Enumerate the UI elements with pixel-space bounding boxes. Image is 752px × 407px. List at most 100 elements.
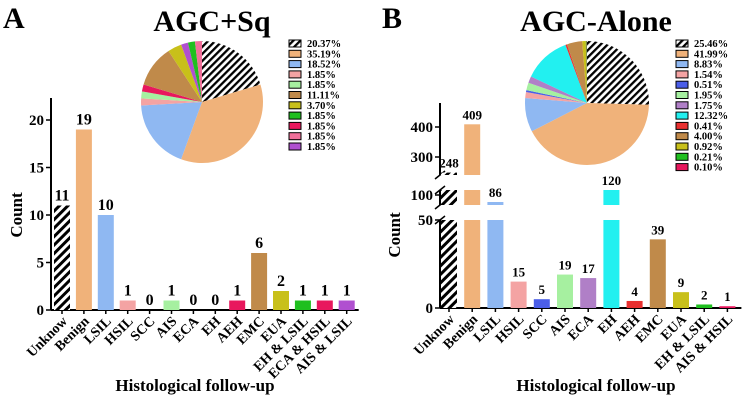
pie-slice [140, 98, 202, 106]
value-label: 17 [582, 261, 596, 276]
legend-label: 11.11% [307, 91, 340, 102]
pie-slice [585, 41, 587, 103]
panel-b-ylabel: Count [385, 212, 404, 258]
legend-label: 12.32% [694, 111, 728, 122]
legend-swatch [675, 80, 689, 89]
bar [229, 300, 246, 310]
bar-segment [441, 220, 457, 308]
value-label: 1 [724, 289, 731, 304]
pie-slice [141, 102, 202, 160]
panel-b-xlabel: Histological follow-up [516, 376, 675, 395]
legend-swatch [675, 163, 689, 172]
legend-label: 0.10% [694, 163, 723, 174]
value-label: 2 [277, 273, 285, 290]
bar-segment [464, 190, 481, 205]
bar [54, 205, 70, 310]
pie-slice [566, 41, 587, 103]
legend-swatch [675, 132, 689, 141]
legend-swatch [675, 121, 689, 130]
value-label: 5 [539, 282, 546, 297]
bar [273, 291, 289, 310]
pie-slice [187, 41, 202, 102]
legend-label: 1.85% [307, 121, 336, 132]
bar-segment [649, 239, 666, 308]
value-label: 10 [98, 197, 114, 214]
bar-segment [557, 274, 573, 308]
pie-slice [168, 44, 202, 102]
y-tick-label: 10 [29, 208, 44, 224]
legend-label: 1.95% [694, 91, 723, 102]
bar-segment [487, 220, 504, 308]
bar [316, 300, 333, 310]
bar-segment [533, 299, 550, 308]
pie-slice [181, 42, 202, 102]
bar-segment [696, 304, 713, 308]
value-label: 86 [489, 185, 503, 200]
legend-swatch [288, 60, 302, 69]
panel-a-title: AGC+Sq [153, 5, 270, 38]
value-label: 39 [651, 222, 665, 237]
category-label: SCC [520, 312, 550, 342]
legend-swatch [288, 80, 302, 89]
bar [75, 129, 92, 310]
pie-slice [181, 84, 263, 163]
panel-a-chart: 0510152011Unknow19Benign10LSIL1HSIL0SCC1… [24, 39, 359, 382]
legend-swatch [288, 132, 302, 141]
legend-label: 1.85% [307, 80, 336, 91]
panel-a-letter: A [3, 2, 25, 35]
legend-swatch [675, 91, 689, 99]
legend-label: 4.00% [694, 132, 723, 143]
y-tick-label: 400 [411, 120, 434, 136]
pie-slice [194, 41, 202, 102]
legend-label: 20.37% [307, 39, 341, 50]
legend-swatch [675, 142, 689, 151]
legend-label: 1.54% [694, 70, 723, 81]
value-label: 2 [701, 287, 708, 302]
value-label: 19 [76, 112, 92, 129]
y-tick-label: 20 [29, 113, 44, 129]
bar [338, 300, 355, 310]
value-label: 19 [559, 258, 573, 273]
panel-a-xlabel: Histological follow-up [115, 376, 274, 395]
pie-slice [143, 51, 202, 102]
legend-swatch [288, 101, 302, 110]
legend-swatch [288, 142, 302, 151]
legend-swatch [675, 49, 689, 58]
pie-slice [582, 41, 587, 103]
bar [119, 300, 136, 310]
legend-label: 1.85% [307, 142, 336, 153]
bar [97, 215, 114, 310]
y-tick-label: 15 [29, 161, 44, 177]
panel-b-chart: 050100300400248Unknow409Benign86LSIL15HS… [411, 39, 742, 376]
value-label: 15 [512, 265, 526, 280]
value-label: 0 [211, 292, 219, 309]
value-label: 1 [233, 283, 241, 300]
bar-segment [580, 278, 597, 308]
axis-break-mark [434, 170, 446, 180]
axis-break-mark [434, 185, 446, 195]
bar-segment [673, 292, 689, 308]
value-label: 0 [189, 292, 197, 309]
value-label: 0 [146, 292, 154, 309]
legend-swatch [675, 60, 689, 69]
legend-label: 18.52% [307, 60, 341, 71]
legend-swatch [288, 39, 302, 48]
y-tick-label: 300 [411, 150, 434, 166]
value-label: 409 [462, 107, 482, 122]
pie-slice [202, 41, 261, 102]
bar [251, 253, 268, 310]
value-label: 9 [678, 275, 685, 290]
value-label: 120 [602, 173, 622, 188]
legend-swatch [675, 152, 689, 161]
pie-slice [531, 103, 649, 165]
value-label: 6 [255, 235, 263, 252]
legend-swatch [675, 39, 689, 48]
legend-swatch [675, 70, 689, 79]
value-label: 1 [124, 283, 132, 300]
pie-slice [525, 92, 587, 103]
legend-label: 3.70% [307, 101, 336, 112]
legend-label: 1.75% [694, 101, 723, 112]
bar-segment [510, 281, 527, 308]
category-label: ECA [566, 312, 598, 344]
bar-segment [603, 220, 620, 308]
